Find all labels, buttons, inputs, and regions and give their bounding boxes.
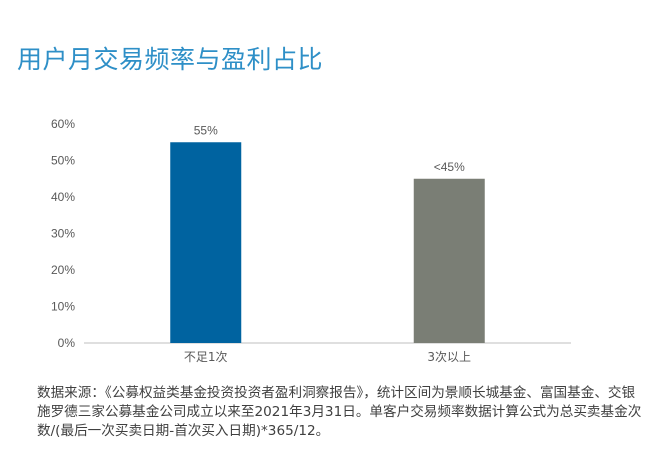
bar (170, 142, 242, 343)
page-title: 用户月交易频率与盈利占比 (17, 45, 324, 74)
y-tick-label: 30% (51, 227, 75, 241)
y-tick-label: 60% (51, 117, 75, 131)
y-tick-label: 10% (51, 300, 75, 314)
x-tick-label: 不足1次 (184, 350, 228, 364)
x-tick-label: 3次以上 (427, 350, 471, 364)
y-tick-label: 50% (51, 154, 75, 168)
bar-chart: 0% 10% 20% 30% 40% 50% 60% 55% 不足1次 <45% 3次以上 (51, 117, 571, 364)
bar-data-label: <45% (434, 160, 465, 174)
bar (413, 178, 485, 343)
y-tick-label: 40% (51, 190, 75, 204)
y-tick-label: 0% (58, 336, 76, 350)
bar-data-label: 55% (194, 123, 218, 137)
y-tick-label: 20% (51, 263, 75, 277)
source-note: 数据来源：《公募权益类基金投资投资者盈利洞察报告》，统计区间为景顺长城基金、富国… (37, 385, 642, 439)
